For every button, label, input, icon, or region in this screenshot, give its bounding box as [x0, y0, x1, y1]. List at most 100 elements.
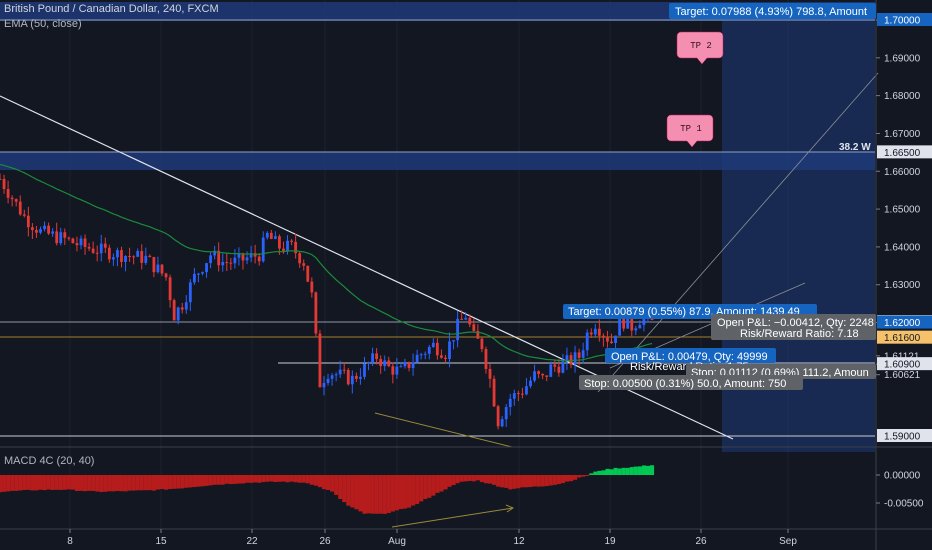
price-tick-label: 1.66000 [884, 167, 921, 178]
candle-body [257, 256, 261, 262]
candle-body [282, 248, 285, 251]
projection-line-long[interactable] [597, 72, 879, 393]
candle-body [221, 262, 225, 266]
candle-body [606, 337, 609, 342]
candle-body [537, 371, 541, 374]
big-target-box[interactable] [669, 3, 876, 19]
candle-body [444, 357, 447, 360]
candle-body [383, 360, 387, 367]
candle-body [124, 255, 127, 262]
macd-bar [342, 475, 347, 503]
candle-body [516, 393, 520, 395]
candle-body [569, 355, 573, 365]
macd-bar [597, 470, 602, 475]
candle-body [79, 238, 83, 246]
candle-body [440, 355, 443, 358]
symbol-title[interactable]: British Pound / Canadian Dollar, 240, FX… [4, 3, 219, 15]
candle-body [464, 317, 468, 320]
price-badge-label: 1.60900 [884, 360, 921, 371]
macd-bar [435, 475, 440, 493]
candle-body [525, 386, 528, 395]
candle-body [180, 307, 184, 310]
candle-body [512, 393, 516, 399]
macd-bar [232, 475, 237, 484]
resistance-zone [0, 152, 875, 170]
macd-bar [261, 475, 266, 483]
time-tick-label: 26 [319, 536, 331, 547]
stop-left-box[interactable] [579, 375, 803, 390]
candle-body [342, 369, 346, 371]
candle-body [460, 318, 464, 320]
macd-bar [91, 475, 96, 491]
macd-bar [66, 475, 71, 490]
macd-divergence-line[interactable] [391, 507, 514, 528]
macd-bar [10, 475, 15, 491]
macd-bar [127, 475, 132, 491]
candle-body [168, 277, 172, 301]
macd-bar [208, 475, 213, 486]
candle-body [435, 342, 439, 356]
macd-bar [164, 475, 169, 490]
fib-label: 38.2 W [839, 142, 871, 153]
macd-bar [532, 475, 537, 487]
macd-bar [540, 475, 545, 487]
time-tick-label: Sep [779, 536, 797, 547]
price-divergence-line[interactable] [374, 412, 513, 448]
macd-bar [633, 466, 638, 475]
macd-bar [394, 475, 399, 511]
candle-body [51, 231, 55, 234]
macd-bar [123, 475, 128, 492]
candle-body [67, 237, 71, 239]
tp2-callout[interactable]: TP 2 [676, 31, 724, 65]
macd-bar [151, 475, 156, 491]
macd-bar [289, 475, 294, 482]
macd-bar [257, 475, 262, 483]
macd-bar [650, 465, 655, 475]
candle-body [132, 256, 136, 258]
candle-body [249, 253, 253, 258]
macd-bar [370, 475, 375, 514]
candle-body [456, 318, 460, 341]
macd-bar [625, 467, 630, 475]
short-pnl-box[interactable] [711, 314, 876, 340]
macd-tick-label: 0.00000 [884, 471, 921, 482]
tp1-callout[interactable]: TP 1 [666, 114, 714, 148]
macd-bar [83, 475, 88, 492]
candle-body [634, 328, 638, 331]
ema-legend[interactable]: EMA (50, close) [4, 18, 82, 30]
time-axis[interactable]: 8 15 22 26 Aug 12 19 26 Sep [67, 529, 797, 547]
candle-body [225, 262, 229, 264]
candle-body [415, 354, 419, 363]
macd-bar [459, 475, 464, 482]
macd-legend[interactable]: MACD 4C (20, 40) [4, 455, 95, 467]
macd-bar [475, 475, 480, 481]
price-tick-label: 1.64000 [884, 242, 921, 253]
short-rr-label: Risk/Reward Ratio: 7.18 [740, 328, 859, 340]
candle-body [411, 362, 415, 369]
macd-bar [581, 475, 586, 477]
candle-body [294, 241, 298, 254]
macd-bar [463, 475, 468, 482]
candle-body [10, 197, 14, 200]
candle-body [140, 250, 144, 263]
macd-bar [313, 475, 318, 486]
macd-bar [524, 475, 529, 488]
macd-bar [54, 475, 59, 490]
candle-body [87, 246, 91, 249]
macd-bar [172, 475, 177, 489]
candle-body [334, 374, 338, 376]
macd-bar [330, 475, 335, 492]
macd-bar [30, 475, 35, 491]
candle-body [233, 257, 237, 264]
candle-body [172, 300, 176, 321]
macd-bar [419, 475, 424, 502]
candle-body [269, 232, 273, 239]
time-tick-label: 15 [155, 536, 167, 547]
ema-line[interactable] [0, 163, 653, 362]
macd-bar [358, 475, 363, 512]
long-pnl-box[interactable] [605, 348, 776, 363]
candle-body [318, 333, 322, 388]
candle-body [614, 335, 617, 344]
macd-bar [378, 475, 383, 514]
